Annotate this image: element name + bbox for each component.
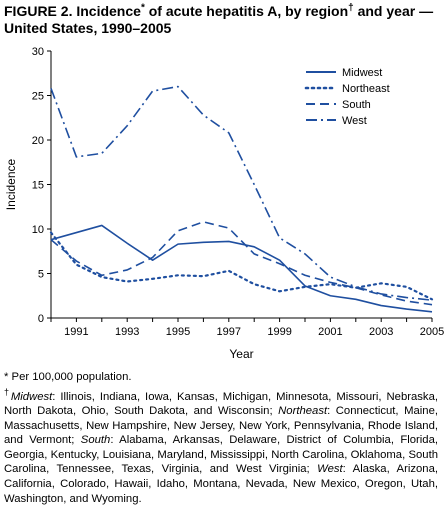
- x-tick-label: 1995: [166, 326, 190, 338]
- y-tick-label: 30: [32, 46, 44, 58]
- series-line-south: [50, 221, 433, 306]
- footnote-midwest-states: : Illinois, Indiana, Iowa, Kansas, Michi…: [4, 390, 438, 417]
- footnote-regions: †Midwest: Illinois, Indiana, Iowa, Kansa…: [4, 385, 438, 507]
- x-tick-label: 2001: [318, 326, 342, 338]
- y-tick-label: 5: [38, 269, 44, 281]
- footnote-west-states: : Alaska, Arizona, California, Colorado,…: [4, 463, 438, 505]
- y-tick-label: 0: [38, 313, 44, 325]
- title-end: and year — United States, 1990–2005: [4, 3, 434, 36]
- x-tick-label: 2003: [369, 326, 393, 338]
- x-tick-label: 2005: [420, 326, 444, 338]
- series-line-northeast: [49, 231, 434, 301]
- footnote-south-label: South: [80, 434, 111, 447]
- title-main: FIGURE 2. Incidence: [4, 3, 141, 19]
- footnote-dagger: †: [4, 386, 11, 397]
- line-chart: 0 5 10 15 20 25 30 1991 1993 1995 1997 1999 2001 2003…: [4, 46, 444, 361]
- legend-label-midwest: Midwest: [342, 67, 382, 79]
- footnotes: * Per 100,000 population. †Midwest: Illi…: [4, 370, 438, 506]
- footnote-northeast-label: Northeast: [278, 404, 328, 417]
- footnote-south-states: : Alabama, Arkansas, Delaware, District …: [4, 434, 438, 476]
- y-tick-label: 10: [32, 224, 44, 236]
- footnote-per-100000: * Per 100,000 population.: [4, 371, 132, 383]
- y-axis-title: Incidence: [4, 158, 18, 210]
- title-dagger: †: [348, 2, 354, 14]
- legend-label-south: South: [342, 99, 371, 111]
- series-line-west: [50, 85, 433, 301]
- x-tick-label: 1999: [267, 326, 291, 338]
- x-tick-label: 1993: [115, 326, 139, 338]
- figure-title: FIGURE 2. Incidence* of acute hepatitis …: [4, 3, 440, 37]
- legend-label-west: West: [342, 115, 367, 127]
- footnote-midwest-label: Midwest: [10, 390, 53, 403]
- series-line-midwest: [50, 224, 433, 313]
- x-tick-label: 1997: [217, 326, 241, 338]
- y-tick-label: 15: [32, 180, 44, 192]
- y-tick-label: 25: [32, 91, 44, 103]
- legend-label-northeast: Northeast: [342, 83, 390, 95]
- y-tick-label: 20: [32, 135, 44, 147]
- title-middle: of acute hepatitis A, by region: [144, 3, 349, 19]
- footnote-northeast-states: : Connecticut, Maine, Massachusetts, New…: [4, 404, 438, 447]
- title-asterisk: *: [140, 2, 145, 14]
- x-tick-label: 1991: [64, 326, 88, 338]
- footnote-west-label: West: [317, 463, 343, 476]
- x-axis-title: Year: [229, 347, 253, 361]
